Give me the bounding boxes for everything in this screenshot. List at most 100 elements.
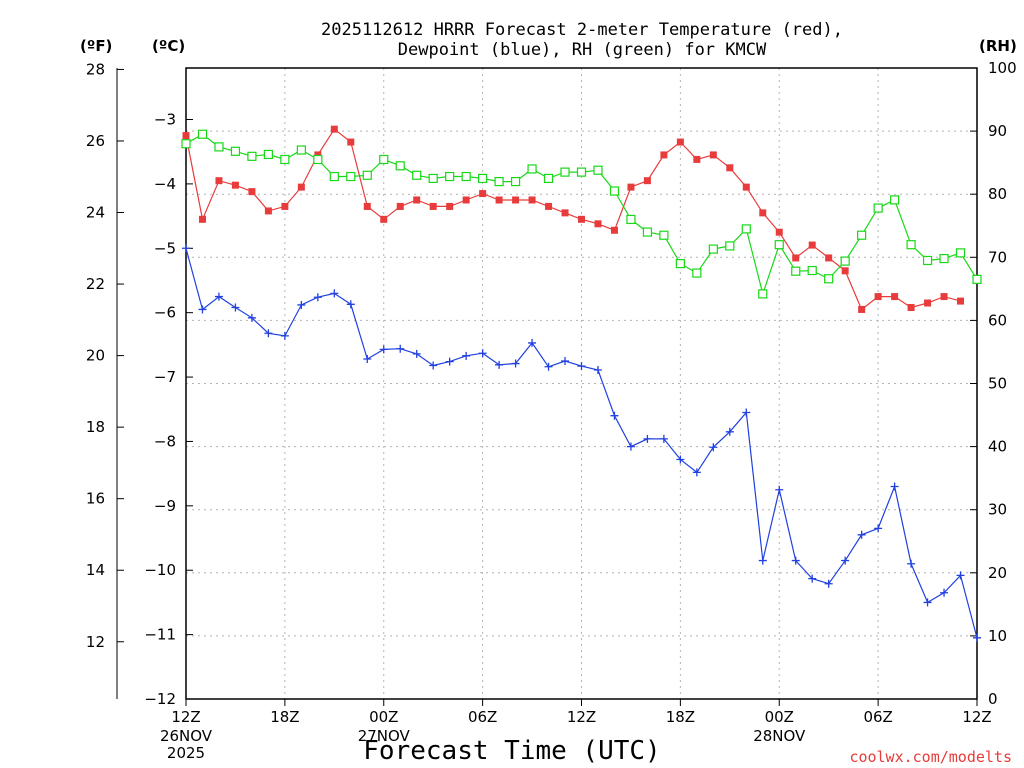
dewpoint-point: [808, 574, 817, 583]
rh-point: [362, 170, 372, 180]
rh-point: [609, 186, 620, 196]
x-date-label: 28NOV: [753, 727, 806, 745]
rh-point: [906, 240, 916, 250]
dewpoint-point: [495, 360, 504, 369]
fahrenheit-unit-label: (ºF): [80, 37, 112, 55]
dewpoint-point: [182, 244, 190, 253]
temperature-point: [907, 304, 915, 312]
rh-point: [478, 173, 488, 184]
dewpoint-point: [626, 442, 635, 451]
dewpoint-point: [940, 588, 949, 597]
dewpoint-point: [973, 633, 981, 642]
temperature-point: [709, 151, 717, 159]
rh-point: [560, 167, 570, 177]
temperature-point: [198, 215, 206, 223]
temperature-point: [561, 209, 569, 217]
temperature-point: [643, 177, 651, 185]
rh-point: [955, 248, 966, 258]
dewpoint-point: [346, 300, 355, 309]
temperature-point: [396, 202, 404, 210]
temperature-point: [528, 196, 536, 204]
dewpoint-point: [907, 559, 916, 568]
temperature-point: [841, 267, 849, 275]
axes: 28 26 24 22 20 18 16 14 12 −3 −4 −5 −6 −7 −8 −9 −10 −11 −1…: [86, 59, 1017, 708]
rh-point: [708, 244, 718, 254]
rh-point: [972, 274, 982, 284]
dewpoint-point: [462, 351, 471, 360]
fahrenheit-tick-label: 20: [86, 347, 105, 365]
rh-point: [346, 171, 356, 182]
celsius-tick-label: −12: [144, 690, 176, 708]
x-date-label: 2025: [167, 744, 205, 762]
rh-point: [543, 173, 554, 184]
temperature-point: [429, 202, 437, 210]
site-credit: coolwx.com/modelts: [849, 748, 1012, 766]
rh-tick-label: 30: [988, 501, 1007, 519]
rh-point: [576, 167, 587, 177]
rh-tick-label: 70: [988, 248, 1007, 266]
celsius-tick-label: −8: [154, 432, 176, 450]
dewpoint-point: [561, 356, 570, 365]
temperature-point: [446, 202, 454, 210]
dewpoint-point: [280, 331, 289, 340]
rh-point: [280, 154, 290, 165]
dewpoint-point: [676, 455, 685, 464]
x-tick-label: 00Z: [765, 708, 794, 726]
rh-point: [263, 149, 273, 160]
temperature-point: [182, 132, 190, 140]
temperature-point: [874, 293, 882, 301]
temperature-point: [545, 202, 553, 210]
dewpoint-point: [544, 362, 553, 371]
rh-unit-label: (RH): [979, 37, 1017, 55]
celsius-tick-label: −6: [154, 304, 176, 322]
rh-point: [494, 176, 504, 187]
temperature-point: [413, 196, 421, 204]
dewpoint-point: [857, 530, 866, 539]
rh-point: [741, 224, 751, 234]
series-dewpoint: [182, 244, 981, 642]
dewpoint-point: [824, 579, 833, 588]
temperature-point: [363, 202, 371, 210]
dewpoint-point: [841, 556, 850, 565]
temperature-point: [742, 183, 750, 191]
dewpoint-point: [923, 598, 932, 607]
fahrenheit-tick-label: 24: [86, 204, 105, 222]
dewpoint-point: [445, 357, 454, 366]
rh-point: [922, 255, 933, 266]
dewpoint-point: [363, 355, 372, 364]
rh-point: [428, 173, 438, 184]
dewpoint-point: [874, 524, 883, 533]
rh-tick-label: 0: [988, 690, 998, 708]
rh-point: [461, 171, 471, 182]
temperature-point: [924, 299, 932, 307]
dewpoint-point: [725, 427, 734, 436]
celsius-tick-label: −9: [154, 497, 176, 515]
temperature-point: [231, 181, 239, 189]
rh-point: [445, 171, 455, 182]
dewpoint-point: [956, 571, 965, 580]
temperature-point: [610, 226, 618, 234]
rh-point: [807, 265, 817, 276]
chart-title-line-1: 2025112612 HRRR Forecast 2-meter Tempera…: [321, 20, 843, 40]
rh-point: [247, 151, 257, 161]
dewpoint-point: [297, 300, 306, 309]
rh-tick-label: 100: [988, 59, 1017, 77]
dewpoint-point: [429, 361, 438, 370]
fahrenheit-tick-label: 12: [86, 633, 105, 651]
rh-point: [230, 146, 241, 156]
data-series: [181, 125, 982, 642]
dewpoint-point: [396, 344, 405, 353]
temperature-point: [660, 151, 668, 159]
rh-point: [593, 165, 603, 175]
celsius-unit-label: (ºC): [152, 37, 185, 55]
fahrenheit-tick-label: 22: [86, 275, 105, 293]
dewpoint-point: [758, 556, 767, 565]
temperature-point: [215, 177, 223, 185]
rh-tick-label: 50: [988, 375, 1007, 393]
dewpoint-point: [791, 556, 800, 565]
dewpoint-point: [247, 313, 256, 322]
temperature-point: [957, 297, 965, 305]
temperature-point: [792, 254, 800, 262]
rh-point: [791, 266, 801, 276]
